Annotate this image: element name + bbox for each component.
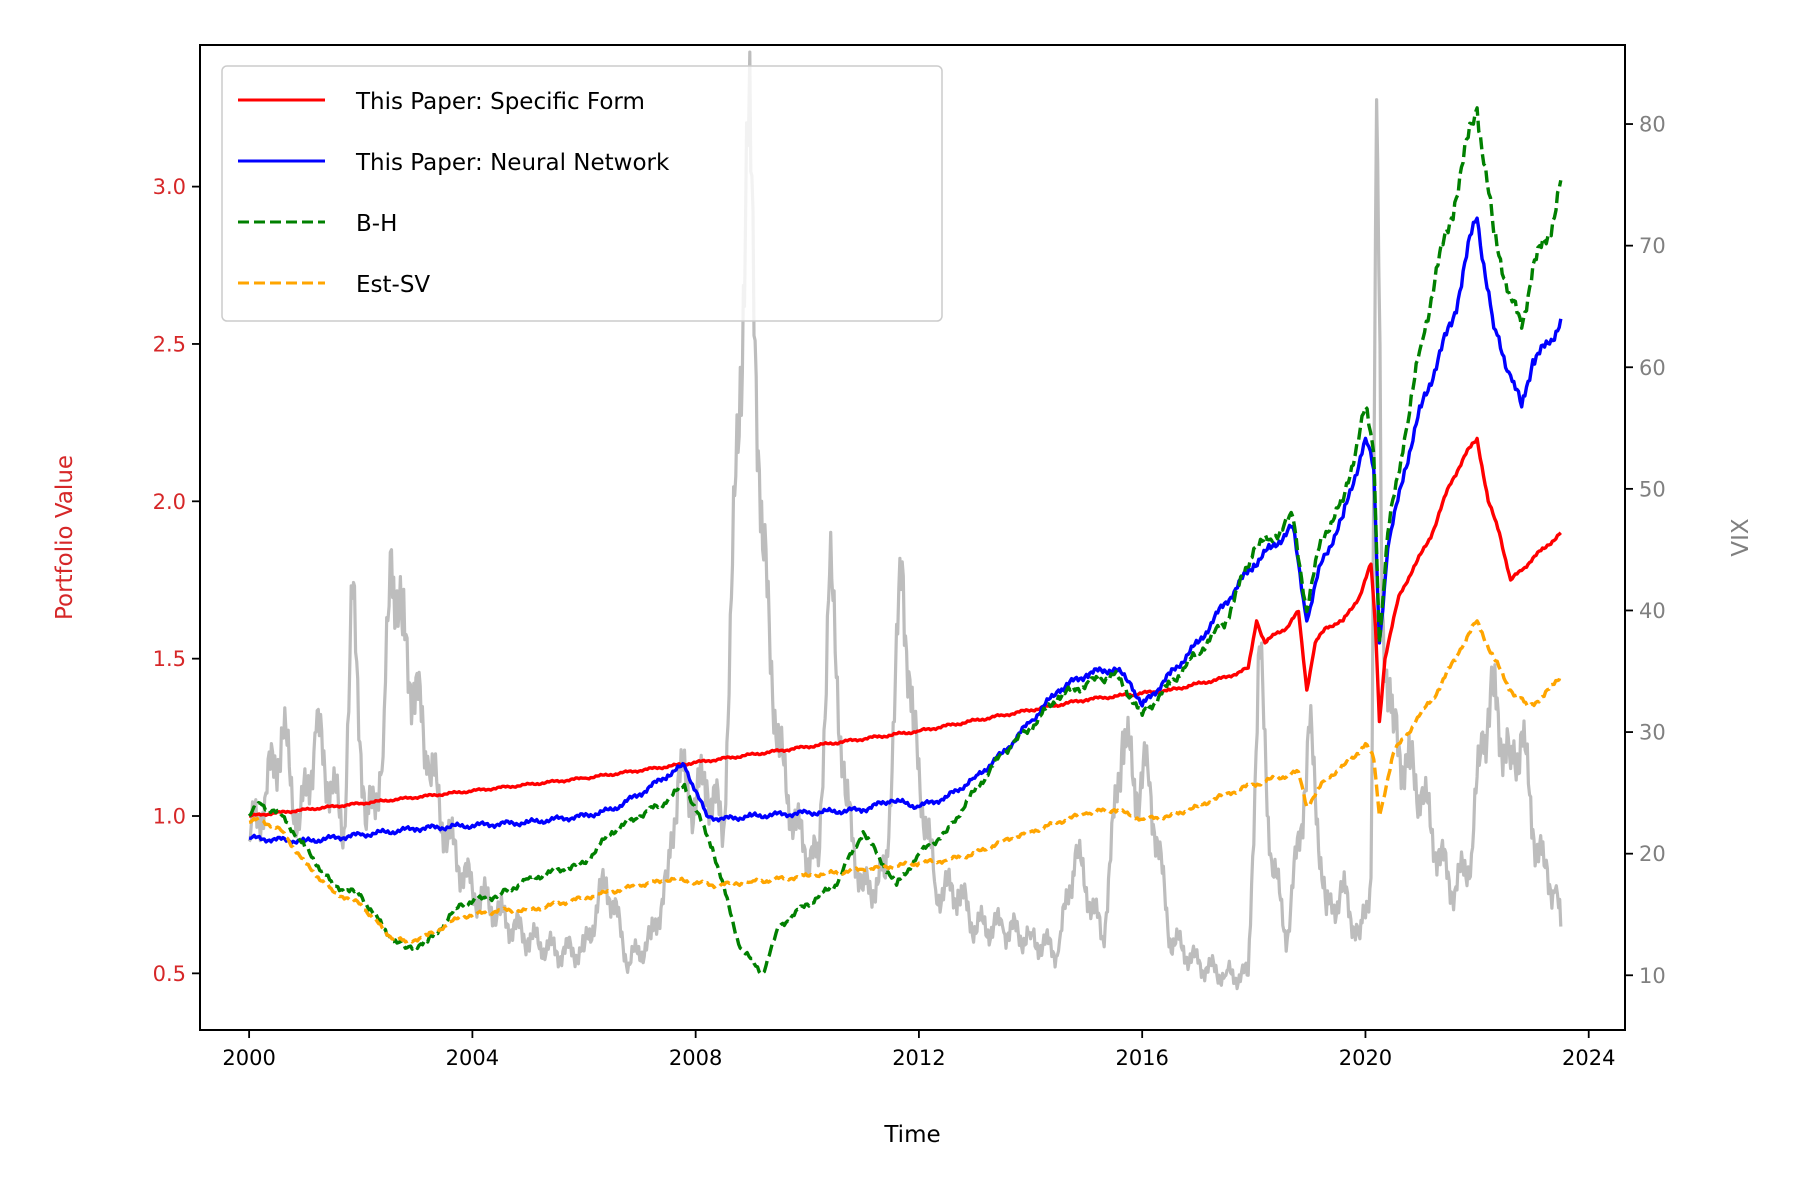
series-line-est-sv [248,619,1563,944]
legend-label-bh: B-H [356,211,397,237]
y-right-tick-label: 70 [1639,234,1666,258]
y-right-tick-label: 30 [1639,721,1666,745]
y-left-tick-label: 1.0 [153,805,186,829]
y-right-tick-label: 80 [1639,113,1666,137]
y-left-tick-label: 3.0 [153,175,186,199]
legend-box [221,65,943,322]
y-right-tick-label: 60 [1639,356,1666,380]
x-tick-label: 2004 [446,1046,499,1070]
y-right-tick-label: 40 [1639,599,1666,623]
x-tick-label: 2012 [892,1046,945,1070]
y-axis-left-title: Portfolio Value [52,455,78,620]
x-tick-label: 2020 [1339,1046,1392,1070]
x-tick-label: 2016 [1115,1046,1168,1070]
series-line-this-paper-neural-network [248,216,1563,845]
y-right-tick-label: 50 [1639,477,1666,501]
plot-frame [199,44,1626,1031]
y-left-tick-label: 1.5 [153,647,186,671]
series-line-b-h [247,106,1563,976]
y-left-tick-label: 2.0 [153,490,186,514]
y-left-tick-label: 2.5 [153,332,186,356]
legend-label-neural-network: This Paper: Neural Network [355,150,670,176]
series-line-vix [247,50,1563,991]
x-tick-label: 2000 [222,1046,275,1070]
series-line-this-paper-specific-form [249,436,1562,818]
vix-series-layer [247,50,1563,991]
x-tick-label: 2008 [669,1046,722,1070]
portfolio-series-layer [247,106,1563,976]
legend: This Paper: Specific Form This Paper: Ne… [221,65,943,322]
legend-label-specific-form: This Paper: Specific Form [355,89,645,115]
x-axis-title: Time [883,1122,940,1148]
y-right-tick-label: 20 [1639,842,1666,866]
ticks-layer: 2000 2004 2008 2012 2016 2020 2024 0.5 1.0 1.5 2.0… [153,113,1666,1070]
legend-label-est-sv: Est-SV [356,272,430,298]
y-right-tick-label: 10 [1639,964,1666,988]
y-left-tick-label: 0.5 [153,962,186,986]
x-tick-label: 2024 [1562,1046,1615,1070]
y-axis-right-title: VIX [1728,518,1754,557]
